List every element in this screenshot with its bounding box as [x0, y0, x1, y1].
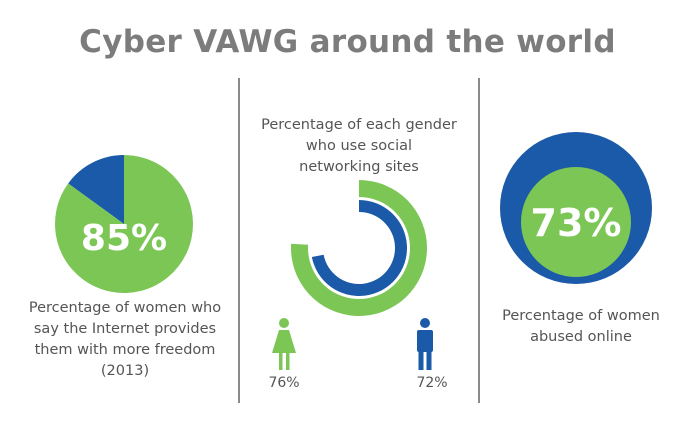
female-percent-label: 76% — [268, 375, 300, 391]
divider-right — [478, 78, 480, 403]
bubble-inner-circle — [521, 167, 631, 277]
caption-line: Percentage of women — [502, 308, 660, 324]
pie-slice-green — [55, 155, 193, 293]
caption-bubble: Percentage of women abused online — [481, 306, 681, 348]
pie-value-label: 85% — [81, 218, 167, 259]
caption-line: Percentage of each gender — [261, 117, 457, 133]
caption-line: them with more freedom — [34, 342, 216, 358]
caption-line: networking sites — [299, 159, 419, 175]
caption-line: say the Internet provides — [33, 321, 217, 337]
pie-chart: 85% — [55, 155, 193, 293]
pie-slice-blue — [68, 155, 124, 224]
caption-line: abused online — [530, 329, 632, 345]
caption-line: who use social — [305, 138, 413, 154]
donut-chart — [291, 180, 427, 316]
bubble-value-label: 73% — [531, 201, 622, 245]
divider-left — [238, 78, 240, 403]
donut-ring-male — [311, 200, 408, 297]
female-icon — [272, 318, 296, 370]
caption-line: (2013) — [100, 363, 150, 379]
page-title: Cyber VAWG around the world — [79, 24, 616, 60]
bubble-chart: 73% — [500, 132, 652, 284]
male-percent-label: 72% — [416, 375, 448, 391]
caption-line: Percentage of women who — [28, 300, 222, 316]
male-icon — [417, 318, 433, 370]
caption-pie: Percentage of women who say the Internet… — [10, 298, 240, 382]
caption-donut: Percentage of each gender who use social… — [241, 115, 477, 178]
